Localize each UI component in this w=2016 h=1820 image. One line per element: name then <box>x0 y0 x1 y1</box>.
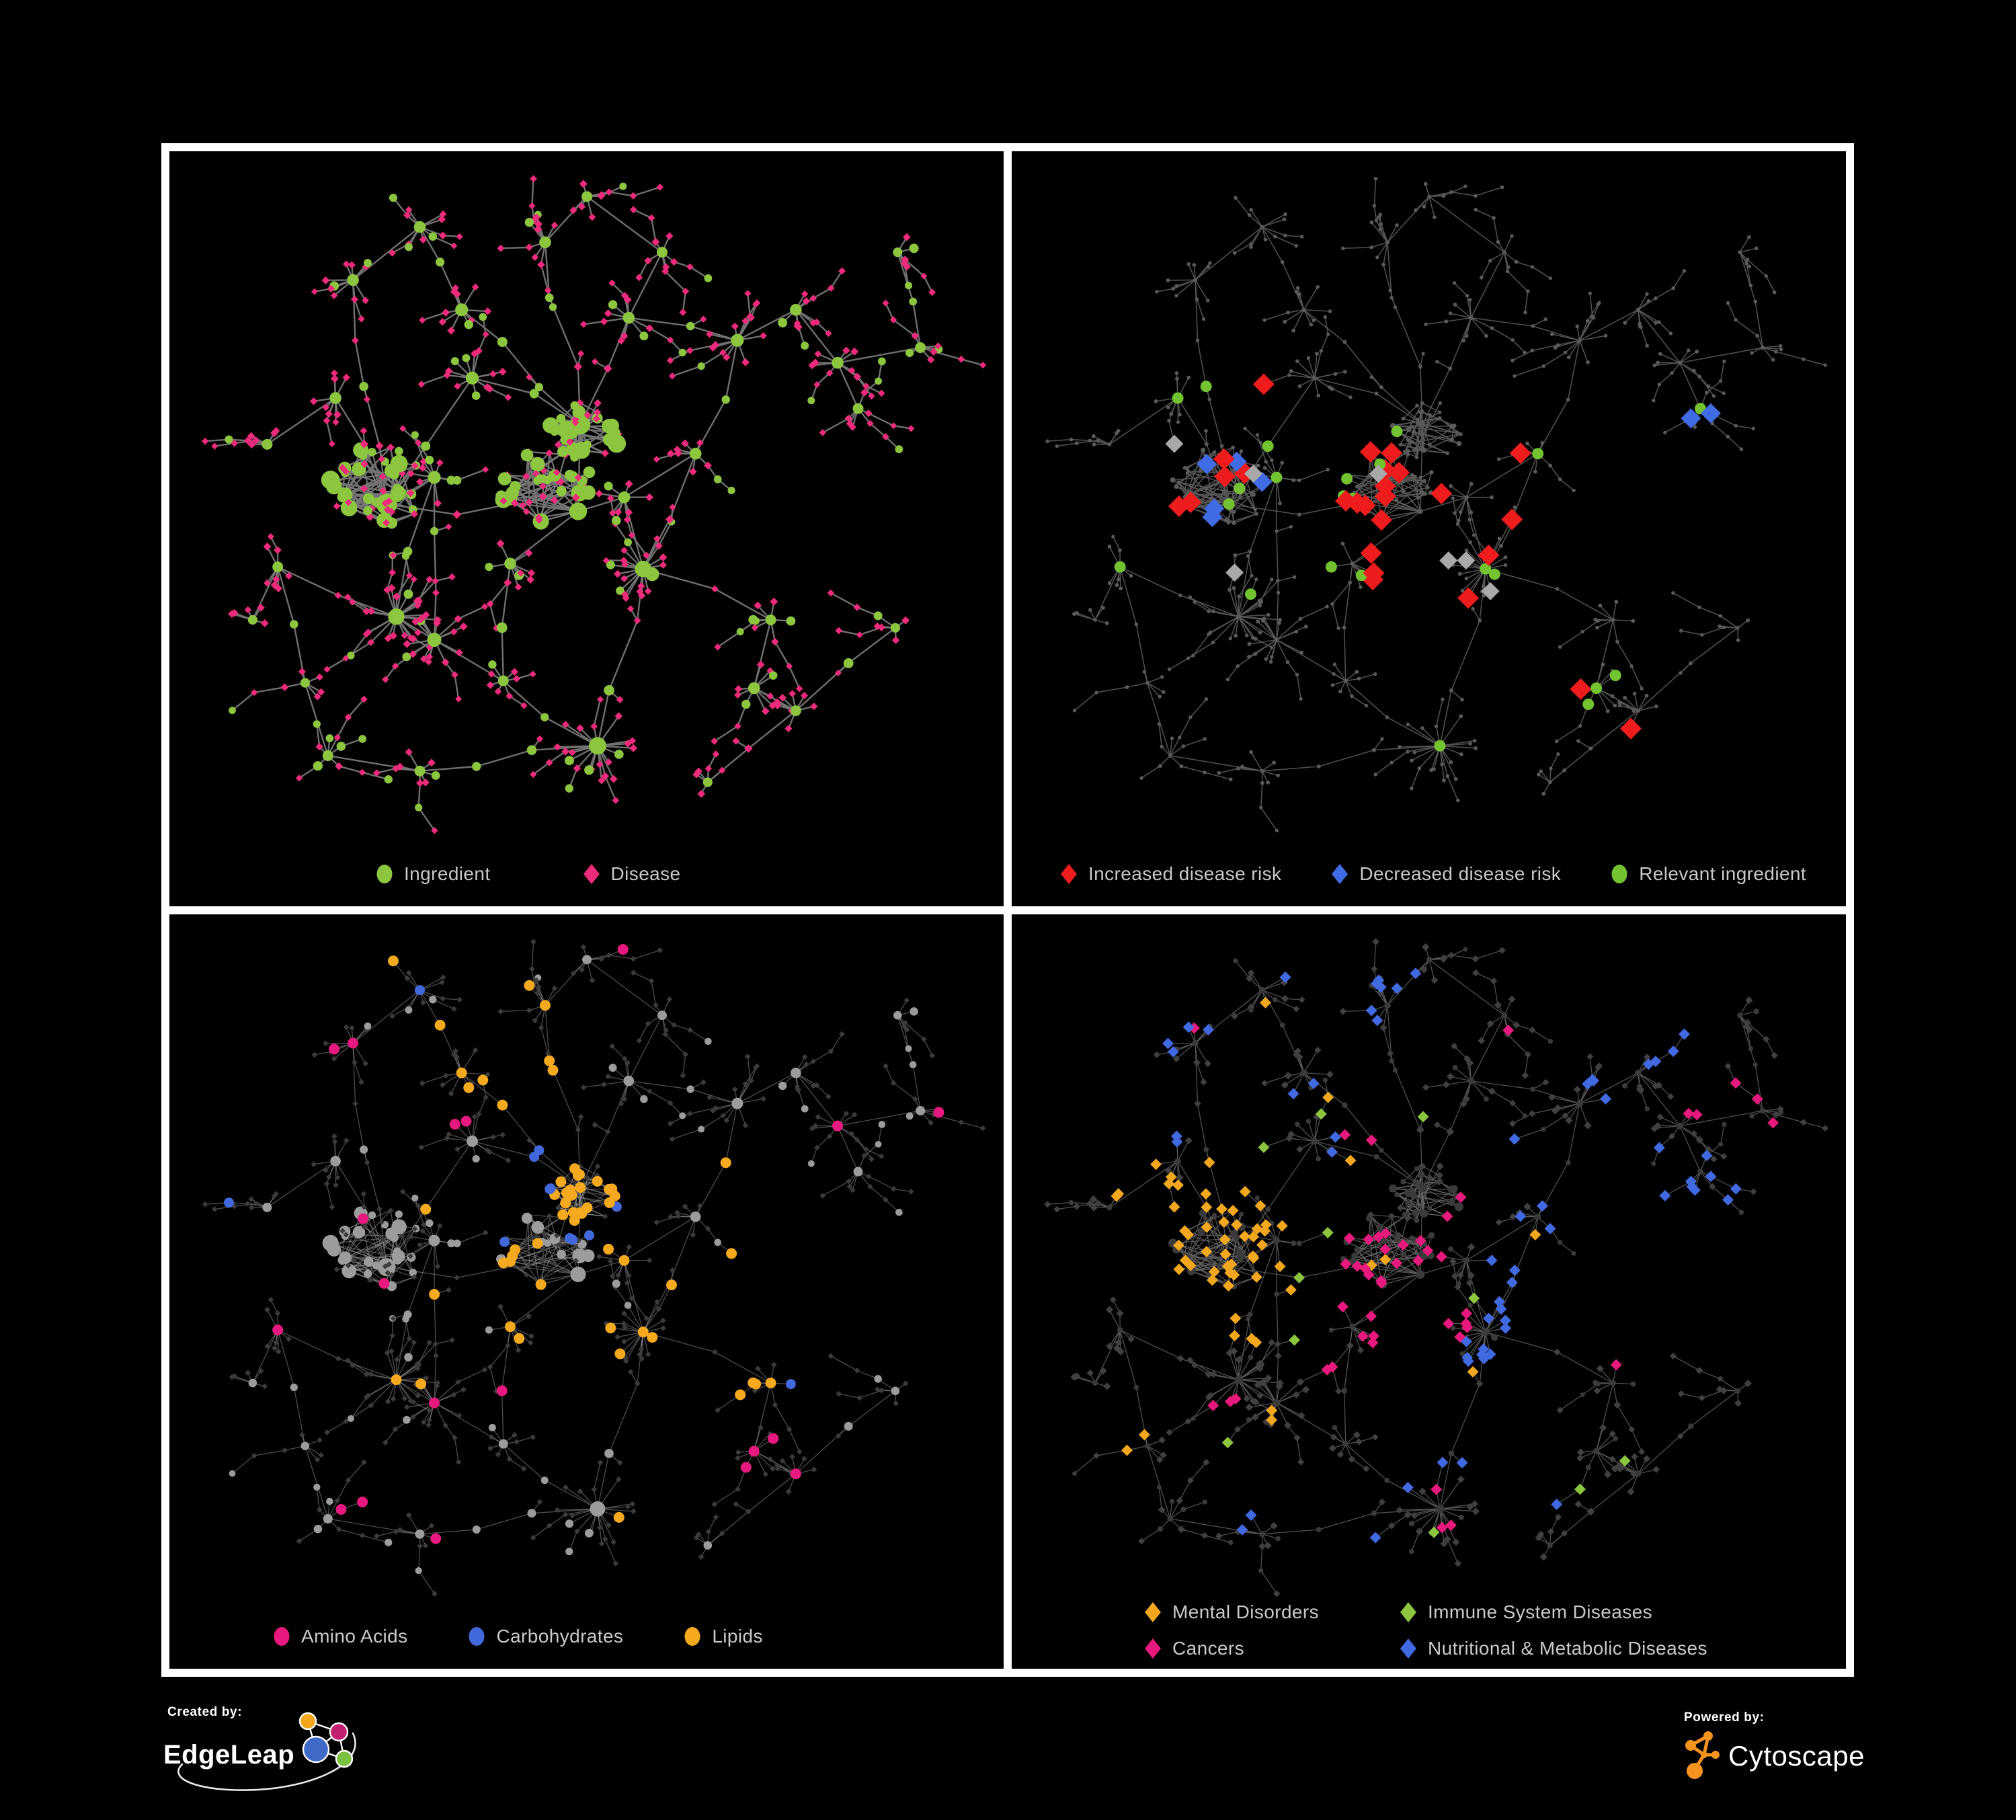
legend-label: Cancers <box>1172 1638 1245 1659</box>
mental-disorders-legend-marker-icon <box>1145 1602 1161 1622</box>
immune-system-diseases-legend-marker-icon <box>1400 1602 1416 1622</box>
cytoscape-icon <box>1685 1731 1720 1779</box>
edgeleap-brand-label: EdgeLeap <box>163 1739 295 1770</box>
lipids-legend-marker-icon <box>684 1627 700 1646</box>
legend-item-nutritional-metabolic-diseases: Nutritional & Metabolic Diseases <box>1398 1636 1707 1661</box>
legend-label: Immune System Diseases <box>1428 1601 1653 1622</box>
highlighted-nodes <box>1114 373 1721 752</box>
edgeleap-logo: Created by: EdgeLeap <box>163 1705 446 1806</box>
legend-item-cancers: Cancers <box>1143 1636 1398 1661</box>
cytoscape-brand-label: Cytoscape <box>1728 1740 1865 1772</box>
legend-item-carbohydrates: Carbohydrates <box>467 1624 623 1649</box>
network-edges <box>1047 178 1826 831</box>
highlighted-nodes <box>224 943 944 1544</box>
cancers-legend-marker-icon <box>1145 1638 1161 1659</box>
legend-label: Ingredient <box>404 863 491 884</box>
legend-label: Decreased disease risk <box>1359 863 1562 884</box>
legend-label: Disease <box>610 863 681 884</box>
legend-item-disease: Disease <box>581 862 681 886</box>
disease-risk-legend: Increased disease risk Decreased disease … <box>1059 862 1806 886</box>
legend-item-increased-disease-risk: Increased disease risk <box>1059 862 1281 886</box>
legend-label: Relevant ingredient <box>1639 863 1807 884</box>
legend-label: Mental Disorders <box>1172 1601 1320 1622</box>
disease-risk-network-svg <box>1045 177 1827 833</box>
nutrient-category-legend: Amino Acids Carbohydrates Lipids <box>272 1624 763 1649</box>
network-nodes <box>1045 177 1827 833</box>
legend-item-mental-disorders: Mental Disorders <box>1143 1600 1398 1624</box>
disease-category-legend: Mental Disorders Immune System Diseases Ca… <box>1143 1600 1707 1661</box>
ingredient-disease-legend: Ingredient Disease <box>374 862 681 886</box>
panel-nutrient-categories: Amino Acids Carbohydrates Lipids <box>169 914 1004 1669</box>
legend-item-decreased-disease-risk: Decreased disease risk <box>1330 862 1561 886</box>
increased-disease-risk-legend-marker-icon <box>1061 863 1077 884</box>
nutritional-metabolic-diseases-legend-marker-icon <box>1400 1638 1416 1659</box>
carbohydrates-legend-marker-icon <box>469 1627 485 1646</box>
amino-acids-legend-marker-icon <box>274 1627 290 1646</box>
network-edges <box>1047 941 1826 1594</box>
legend-item-lipids: Lipids <box>682 1624 763 1649</box>
legend-item-amino-acids: Amino Acids <box>272 1624 407 1649</box>
nutrient-category-network-svg <box>202 939 986 1597</box>
network-nodes <box>1044 938 1829 1597</box>
panel-ingredient-disease: Ingredient Disease <box>169 151 1004 906</box>
network-edges <box>205 178 983 832</box>
disease-category-network-svg <box>1044 938 1829 1597</box>
network-edges <box>205 941 983 1594</box>
legend-item-ingredient: Ingredient <box>374 862 491 886</box>
network-nodes <box>202 939 986 1597</box>
legend-label: Increased disease risk <box>1088 863 1282 884</box>
legend-item-immune-system-diseases: Immune System Diseases <box>1398 1600 1707 1624</box>
created-by-label: Created by: <box>167 1705 243 1719</box>
ingredient-legend-marker-icon <box>376 864 393 883</box>
panel-disease-risk: Increased disease risk Decreased disease … <box>1012 151 1846 906</box>
legend-label: Lipids <box>712 1626 763 1647</box>
edgeleap-network-icon <box>298 1712 354 1768</box>
disease-legend-marker-icon <box>583 863 600 884</box>
panel-disease-categories: Mental Disorders Immune System Diseases Ca… <box>1012 914 1846 1669</box>
cytoscape-logo: Powered by: Cytoscape <box>1684 1710 1899 1798</box>
legend-item-relevant-ingredient: Relevant ingredient <box>1609 862 1806 886</box>
legend-label: Carbohydrates <box>496 1626 624 1647</box>
legend-label: Amino Acids <box>301 1626 408 1647</box>
powered-by-label: Powered by: <box>1684 1710 1765 1725</box>
relevant-ingredient-legend-marker-icon <box>1611 864 1627 883</box>
ingredient-disease-network-svg <box>201 175 987 834</box>
decreased-disease-risk-legend-marker-icon <box>1332 863 1348 884</box>
legend-label: Nutritional & Metabolic Diseases <box>1428 1638 1707 1659</box>
panel-grid: Ingredient Disease Increased disease risk… <box>161 143 1854 1677</box>
network-nodes <box>201 175 987 834</box>
